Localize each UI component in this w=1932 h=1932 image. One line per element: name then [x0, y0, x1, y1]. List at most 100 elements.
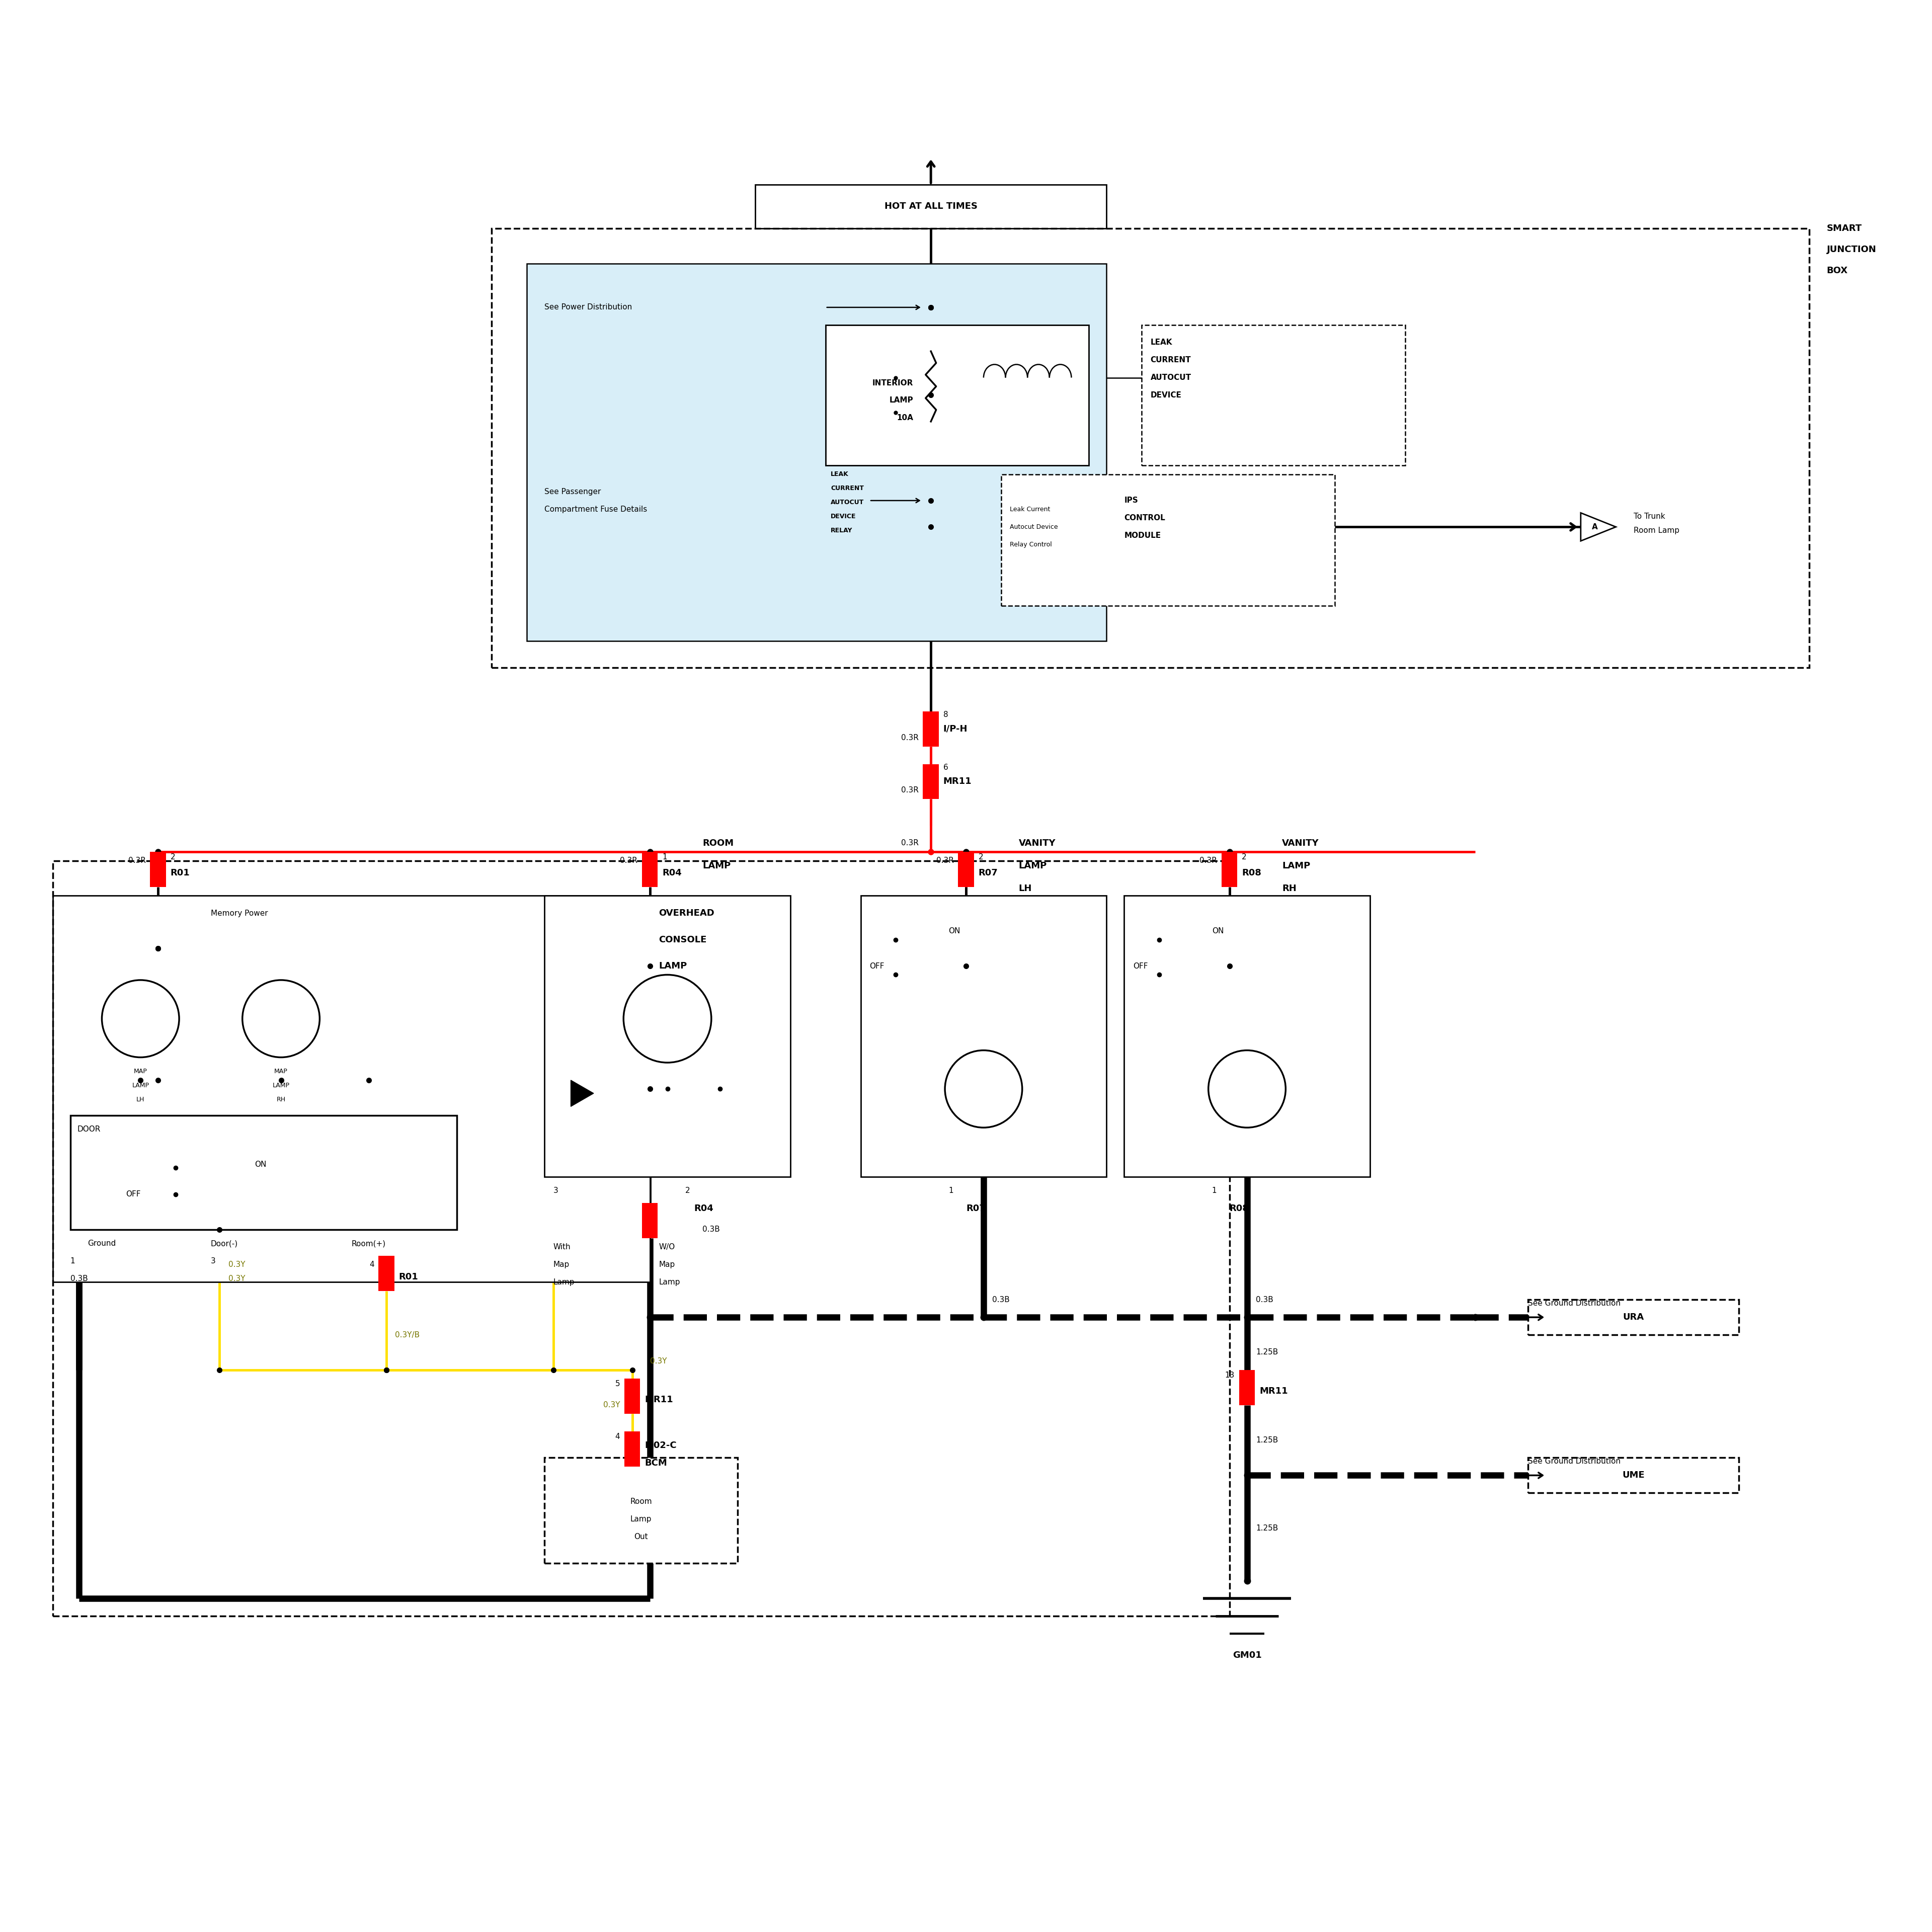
Text: RELAY: RELAY: [831, 527, 852, 533]
Text: LAMP: LAMP: [272, 1082, 290, 1090]
Text: UME: UME: [1623, 1470, 1644, 1480]
Text: R04: R04: [694, 1204, 713, 1213]
Text: DEVICE: DEVICE: [831, 514, 856, 520]
Bar: [923, 711, 939, 746]
Bar: [1238, 1370, 1256, 1405]
Text: HOT AT ALL TIMES: HOT AT ALL TIMES: [885, 201, 978, 211]
Text: OFF: OFF: [1132, 962, 1148, 970]
Text: Relay Control: Relay Control: [1010, 541, 1053, 549]
Text: IPS: IPS: [1124, 497, 1138, 504]
Text: CONSOLE: CONSOLE: [659, 935, 707, 945]
Bar: [545, 1459, 738, 1563]
Text: 1.25B: 1.25B: [1256, 1524, 1279, 1532]
Text: BOX: BOX: [1826, 267, 1847, 274]
Text: ON: ON: [255, 1161, 267, 1169]
Text: 4: 4: [614, 1434, 620, 1441]
Polygon shape: [570, 1080, 593, 1107]
Bar: [1124, 896, 1370, 1177]
Text: 0.3R: 0.3R: [900, 838, 918, 846]
Text: With: With: [553, 1244, 570, 1250]
Text: Lamp: Lamp: [659, 1279, 680, 1287]
Text: 5: 5: [614, 1379, 620, 1387]
Text: To Trunk: To Trunk: [1633, 512, 1665, 520]
Bar: [379, 1256, 394, 1291]
Text: R08: R08: [1242, 867, 1262, 877]
Bar: [1528, 1300, 1739, 1335]
Circle shape: [102, 980, 180, 1057]
Text: Lamp: Lamp: [630, 1515, 651, 1522]
Bar: [52, 860, 1229, 1615]
Text: 1.25B: 1.25B: [1256, 1437, 1279, 1443]
Text: LAMP: LAMP: [703, 862, 730, 871]
Text: ON: ON: [949, 927, 960, 935]
Text: LAMP: LAMP: [889, 396, 914, 404]
Text: LEAK: LEAK: [1150, 338, 1173, 346]
Text: Door(-): Door(-): [211, 1240, 238, 1248]
Text: 0.3B: 0.3B: [70, 1275, 87, 1283]
Text: R07: R07: [966, 1204, 985, 1213]
Text: 8: 8: [943, 711, 949, 719]
Text: I/P-H: I/P-H: [943, 725, 968, 734]
Text: 0.3B: 0.3B: [1256, 1296, 1273, 1304]
Text: Lamp: Lamp: [553, 1279, 574, 1287]
Text: 1: 1: [1211, 1186, 1217, 1194]
Polygon shape: [1580, 512, 1615, 541]
Circle shape: [1208, 1051, 1285, 1128]
Text: VANITY: VANITY: [1018, 838, 1055, 848]
Text: R07: R07: [978, 867, 997, 877]
Text: A: A: [1592, 524, 1598, 531]
Text: LAMP: LAMP: [1018, 862, 1047, 871]
Text: 0.3Y/B: 0.3Y/B: [396, 1331, 419, 1339]
Bar: [52, 896, 649, 1283]
Text: R01: R01: [398, 1273, 417, 1281]
Bar: [641, 1204, 657, 1238]
Text: LAMP: LAMP: [131, 1082, 149, 1090]
Text: OVERHEAD: OVERHEAD: [659, 908, 715, 918]
Text: 0.3B: 0.3B: [703, 1225, 721, 1233]
Text: MAP: MAP: [274, 1068, 288, 1074]
Bar: [1528, 1459, 1739, 1493]
Text: 3: 3: [553, 1186, 558, 1194]
Bar: [1142, 325, 1405, 466]
Bar: [641, 852, 657, 887]
Text: MR11: MR11: [645, 1395, 672, 1405]
Text: 6: 6: [943, 763, 949, 771]
Text: See Ground Distribution: See Ground Distribution: [1528, 1300, 1621, 1306]
Text: Autocut Device: Autocut Device: [1010, 524, 1059, 529]
Text: Room(+): Room(+): [352, 1240, 386, 1248]
Text: DOOR: DOOR: [77, 1126, 100, 1132]
Text: 1: 1: [949, 1186, 952, 1194]
Text: OFF: OFF: [126, 1190, 141, 1198]
Text: 3: 3: [211, 1258, 216, 1265]
Text: 0.3R: 0.3R: [900, 734, 918, 742]
Text: JUNCTION: JUNCTION: [1826, 245, 1876, 253]
Bar: [624, 1432, 639, 1466]
Text: 0.3Y: 0.3Y: [603, 1401, 620, 1408]
Text: 0.3B: 0.3B: [993, 1296, 1010, 1304]
Text: 0.3Y: 0.3Y: [649, 1358, 667, 1364]
Text: AUTOCUT: AUTOCUT: [831, 498, 864, 506]
Text: LEAK: LEAK: [831, 471, 848, 477]
Text: R04: R04: [663, 867, 682, 877]
Text: 2: 2: [978, 854, 983, 862]
Text: Leak Current: Leak Current: [1010, 506, 1051, 512]
Text: AUTOCUT: AUTOCUT: [1150, 375, 1192, 381]
Text: LH: LH: [137, 1095, 145, 1103]
Bar: [825, 325, 1090, 466]
Text: Out: Out: [634, 1534, 647, 1540]
Circle shape: [945, 1051, 1022, 1128]
Text: Ground: Ground: [87, 1240, 116, 1248]
Text: 2: 2: [170, 854, 176, 862]
Text: RH: RH: [276, 1095, 286, 1103]
Text: RH: RH: [1283, 885, 1296, 893]
Bar: [151, 852, 166, 887]
Text: MAP: MAP: [133, 1068, 147, 1074]
Text: See Ground Distribution: See Ground Distribution: [1528, 1457, 1621, 1464]
Text: DEVICE: DEVICE: [1150, 392, 1182, 398]
Text: MODULE: MODULE: [1124, 531, 1161, 539]
Text: URA: URA: [1623, 1312, 1644, 1321]
Text: ROOM: ROOM: [703, 838, 734, 848]
Text: INTERIOR: INTERIOR: [873, 379, 914, 386]
Bar: [527, 263, 1107, 641]
Text: M02-C: M02-C: [645, 1441, 676, 1451]
